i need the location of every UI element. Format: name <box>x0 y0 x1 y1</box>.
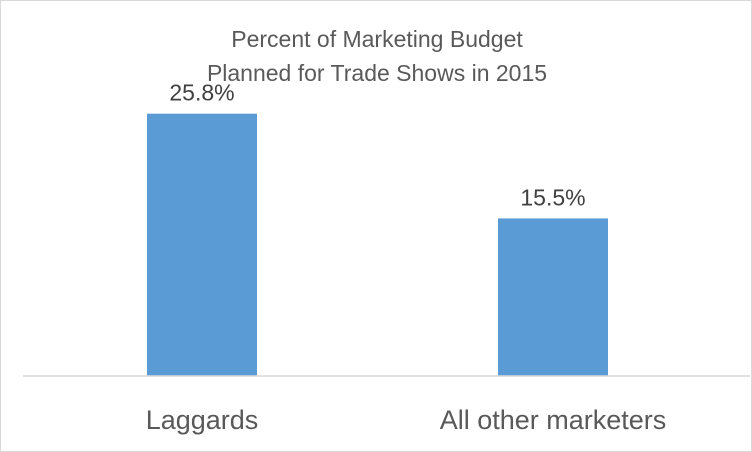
data-label-1: 15.5% <box>520 184 585 210</box>
bar-group <box>147 113 608 376</box>
bar-0 <box>147 113 257 376</box>
data-label-group: 25.8% 15.5% <box>169 80 585 211</box>
data-label-0: 25.8% <box>169 80 234 106</box>
chart-title-line-1: Percent of Marketing Budget <box>231 26 523 52</box>
category-tick-group: Laggards All other marketers <box>146 405 667 435</box>
bar-1 <box>498 218 608 376</box>
category-label-1: All other marketers <box>440 405 667 435</box>
chart-title-line-2: Planned for Trade Shows in 2015 <box>207 60 547 86</box>
category-label-0: Laggards <box>146 405 259 435</box>
